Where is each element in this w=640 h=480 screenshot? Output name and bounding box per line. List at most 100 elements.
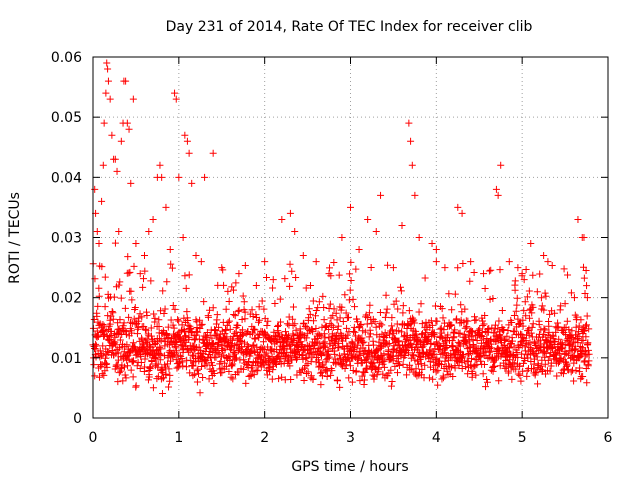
data-point: [182, 284, 190, 292]
data-point: [229, 360, 237, 368]
data-point: [445, 322, 453, 330]
data-point: [225, 317, 233, 325]
data-point: [289, 303, 297, 311]
data-point: [575, 322, 583, 330]
data-point: [325, 326, 333, 334]
data-point: [319, 292, 327, 300]
data-point: [447, 322, 455, 330]
data-point: [345, 296, 353, 304]
data-point: [102, 354, 110, 362]
data-point: [250, 371, 258, 379]
data-point: [484, 325, 492, 333]
data-point: [518, 333, 526, 341]
data-point: [550, 337, 558, 345]
data-point: [108, 346, 116, 354]
data-point: [346, 362, 354, 370]
data-point: [557, 302, 565, 310]
data-point: [234, 307, 242, 315]
data-point: [281, 275, 289, 283]
data-point: [417, 354, 425, 362]
data-point: [242, 379, 250, 387]
data-point: [541, 326, 549, 334]
data-point: [461, 324, 469, 332]
data-point: [330, 258, 338, 266]
data-point: [568, 327, 576, 335]
data-point: [194, 328, 202, 336]
data-point: [94, 302, 102, 310]
data-point: [185, 149, 193, 157]
data-point: [538, 302, 546, 310]
data-point: [125, 269, 133, 277]
data-point: [99, 161, 107, 169]
data-point: [394, 338, 402, 346]
data-point: [541, 360, 549, 368]
data-point: [239, 330, 247, 338]
y-tick-label: 0.06: [51, 50, 82, 66]
data-point: [336, 383, 344, 391]
data-point: [341, 364, 349, 372]
data-point: [438, 361, 446, 369]
data-point: [514, 353, 522, 361]
data-point: [103, 363, 111, 371]
data-point: [349, 327, 357, 335]
data-point: [309, 297, 317, 305]
data-point: [527, 329, 535, 337]
data-point: [535, 321, 543, 329]
data-point: [389, 264, 397, 272]
data-point: [516, 362, 524, 370]
data-point: [411, 191, 419, 199]
data-point: [356, 377, 364, 385]
x-tick-label: 1: [174, 430, 183, 446]
data-point: [260, 361, 268, 369]
data-point: [432, 258, 440, 266]
data-point: [336, 314, 344, 322]
data-point: [404, 349, 412, 357]
data-point: [585, 350, 593, 358]
data-point: [408, 351, 416, 359]
data-point: [138, 313, 146, 321]
data-point: [540, 331, 548, 339]
data-point: [454, 264, 462, 272]
data-point: [447, 363, 455, 371]
data-point: [567, 347, 575, 355]
data-point: [102, 89, 110, 97]
data-point: [481, 312, 489, 320]
data-point: [181, 131, 189, 139]
data-point: [579, 336, 587, 344]
data-point: [170, 324, 178, 332]
data-point: [210, 369, 218, 377]
data-point: [345, 374, 353, 382]
data-point: [385, 339, 393, 347]
data-point: [125, 313, 133, 321]
data-point: [393, 369, 401, 377]
data-point: [207, 354, 215, 362]
data-point: [494, 191, 502, 199]
data-point: [583, 282, 591, 290]
data-point: [91, 185, 99, 193]
data-point: [370, 341, 378, 349]
data-point: [169, 321, 177, 329]
data-point: [511, 286, 519, 294]
data-point: [286, 260, 294, 268]
data-point: [584, 362, 592, 370]
data-point: [491, 363, 499, 371]
data-point: [551, 338, 559, 346]
data-point: [110, 293, 118, 301]
data-point: [357, 320, 365, 328]
data-point: [496, 266, 504, 274]
data-point: [225, 367, 233, 375]
data-point: [212, 347, 220, 355]
data-point: [514, 315, 522, 323]
data-point: [481, 285, 489, 293]
data-point: [514, 264, 522, 272]
data-point: [580, 327, 588, 335]
data-point: [399, 309, 407, 317]
data-point: [466, 277, 474, 285]
data-point: [345, 313, 353, 321]
data-point: [115, 281, 123, 289]
data-point: [93, 312, 101, 320]
data-point: [398, 328, 406, 336]
data-point: [372, 227, 380, 235]
data-point: [298, 352, 306, 360]
data-point: [403, 371, 411, 379]
